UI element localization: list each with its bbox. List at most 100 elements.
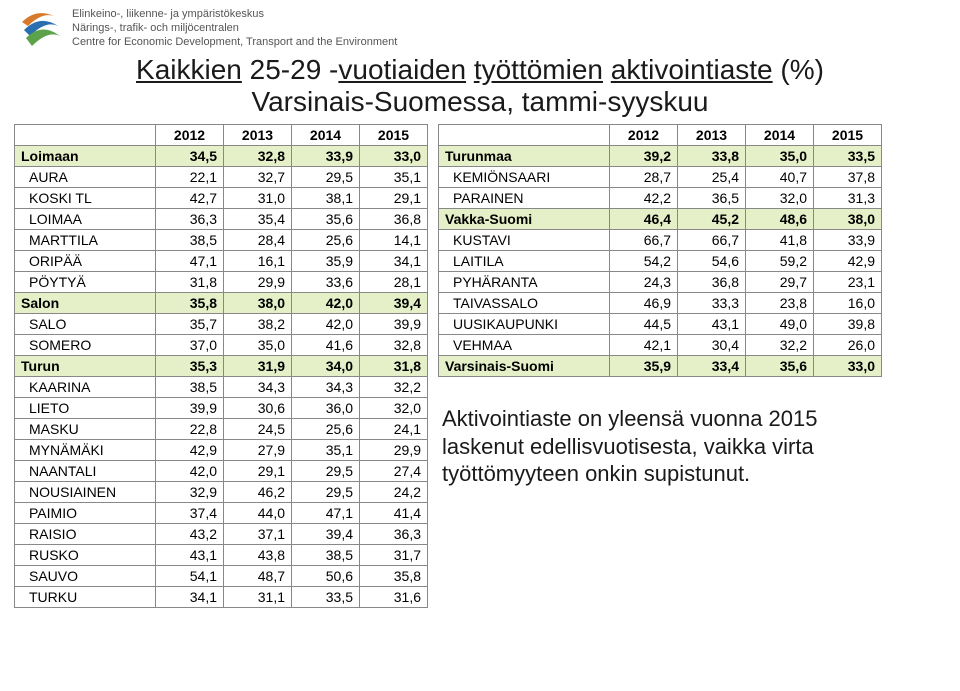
title-word: aktivointiaste: [611, 54, 773, 85]
cell-value: 25,6: [292, 419, 360, 440]
logo-icon: [18, 8, 62, 52]
cell-value: 34,3: [292, 377, 360, 398]
row-name: KOSKI TL: [15, 188, 156, 209]
table-header-row: 2012 2013 2014 2015: [15, 125, 428, 146]
cell-value: 44,0: [224, 503, 292, 524]
table-row: RUSKO43,143,838,531,7: [15, 545, 428, 566]
year-header: 2014: [746, 125, 814, 146]
cell-value: 47,1: [156, 251, 224, 272]
table-row: NAANTALI42,029,129,527,4: [15, 461, 428, 482]
cell-value: 33,0: [814, 356, 882, 377]
cell-value: 31,7: [360, 545, 428, 566]
row-name: KEMIÖNSAARI: [439, 167, 610, 188]
table-row: MYNÄMÄKI42,927,935,129,9: [15, 440, 428, 461]
org-line-2: Närings-, trafik- och miljöcentralen: [72, 22, 397, 36]
cell-value: 47,1: [292, 503, 360, 524]
year-header: 2014: [292, 125, 360, 146]
cell-value: 43,1: [156, 545, 224, 566]
cell-value: 66,7: [678, 230, 746, 251]
cell-value: 28,4: [224, 230, 292, 251]
cell-value: 46,4: [610, 209, 678, 230]
row-name: UUSIKAUPUNKI: [439, 314, 610, 335]
cell-value: 36,3: [156, 209, 224, 230]
table-row: Loimaan34,532,833,933,0: [15, 146, 428, 167]
cell-value: 30,4: [678, 335, 746, 356]
cell-value: 39,4: [360, 293, 428, 314]
cell-value: 35,4: [224, 209, 292, 230]
table-row: SALO35,738,242,039,9: [15, 314, 428, 335]
year-header: 2012: [610, 125, 678, 146]
title-word: työttömien: [474, 54, 603, 85]
table-row: MARTTILA38,528,425,614,1: [15, 230, 428, 251]
cell-value: 36,5: [678, 188, 746, 209]
cell-value: 35,9: [610, 356, 678, 377]
cell-value: 31,8: [360, 356, 428, 377]
cell-value: 59,2: [746, 251, 814, 272]
table-row: SAUVO54,148,750,635,8: [15, 566, 428, 587]
cell-value: 36,3: [360, 524, 428, 545]
cell-value: 38,5: [156, 377, 224, 398]
cell-value: 35,7: [156, 314, 224, 335]
cell-value: 50,6: [292, 566, 360, 587]
year-header: 2013: [678, 125, 746, 146]
cell-value: 54,6: [678, 251, 746, 272]
cell-value: 34,5: [156, 146, 224, 167]
cell-value: 16,0: [814, 293, 882, 314]
cell-value: 35,8: [360, 566, 428, 587]
page-title: Kaikkien 25-29 -vuotiaiden työttömien ak…: [0, 54, 960, 118]
row-name: Loimaan: [15, 146, 156, 167]
content: 2012 2013 2014 2015 Loimaan34,532,833,93…: [0, 124, 960, 608]
table-row: Vakka-Suomi46,445,248,638,0: [439, 209, 882, 230]
cell-value: 41,4: [360, 503, 428, 524]
cell-value: 42,0: [292, 314, 360, 335]
row-name: TAIVASSALO: [439, 293, 610, 314]
table-row: UUSIKAUPUNKI44,543,149,039,8: [439, 314, 882, 335]
cell-value: 38,5: [292, 545, 360, 566]
cell-value: 42,7: [156, 188, 224, 209]
cell-value: 37,0: [156, 335, 224, 356]
table-row: LAITILA54,254,659,242,9: [439, 251, 882, 272]
cell-value: 32,0: [360, 398, 428, 419]
cell-value: 44,5: [610, 314, 678, 335]
title-word: vuotiaiden: [338, 54, 466, 85]
row-name: RAISIO: [15, 524, 156, 545]
year-header: 2015: [360, 125, 428, 146]
cell-value: 29,5: [292, 167, 360, 188]
cell-value: 34,0: [292, 356, 360, 377]
cell-value: 32,9: [156, 482, 224, 503]
cell-value: 43,2: [156, 524, 224, 545]
cell-value: 33,4: [678, 356, 746, 377]
cell-value: 32,7: [224, 167, 292, 188]
table-row: VEHMAA42,130,432,226,0: [439, 335, 882, 356]
cell-value: 39,9: [156, 398, 224, 419]
cell-value: 35,3: [156, 356, 224, 377]
cell-value: 33,9: [814, 230, 882, 251]
table-row: PAIMIO37,444,047,141,4: [15, 503, 428, 524]
cell-value: 49,0: [746, 314, 814, 335]
table-row: KEMIÖNSAARI28,725,440,737,8: [439, 167, 882, 188]
cell-value: 46,9: [610, 293, 678, 314]
row-name: Turun: [15, 356, 156, 377]
cell-value: 32,0: [746, 188, 814, 209]
cell-value: 42,9: [156, 440, 224, 461]
header: Elinkeino-, liikenne- ja ympäristökeskus…: [0, 0, 960, 52]
cell-value: 38,0: [814, 209, 882, 230]
cell-value: 42,2: [610, 188, 678, 209]
row-name: TURKU: [15, 587, 156, 608]
table-row: KUSTAVI66,766,741,833,9: [439, 230, 882, 251]
cell-value: 22,8: [156, 419, 224, 440]
cell-value: 33,3: [678, 293, 746, 314]
table-row: TAIVASSALO46,933,323,816,0: [439, 293, 882, 314]
cell-value: 41,6: [292, 335, 360, 356]
cell-value: 42,9: [814, 251, 882, 272]
row-name: NAANTALI: [15, 461, 156, 482]
table-row: Salon35,838,042,039,4: [15, 293, 428, 314]
cell-value: 40,7: [746, 167, 814, 188]
cell-value: 45,2: [678, 209, 746, 230]
row-name: AURA: [15, 167, 156, 188]
row-name: PARAINEN: [439, 188, 610, 209]
row-name: Salon: [15, 293, 156, 314]
year-header: 2012: [156, 125, 224, 146]
cell-value: 48,6: [746, 209, 814, 230]
cell-value: 43,8: [224, 545, 292, 566]
